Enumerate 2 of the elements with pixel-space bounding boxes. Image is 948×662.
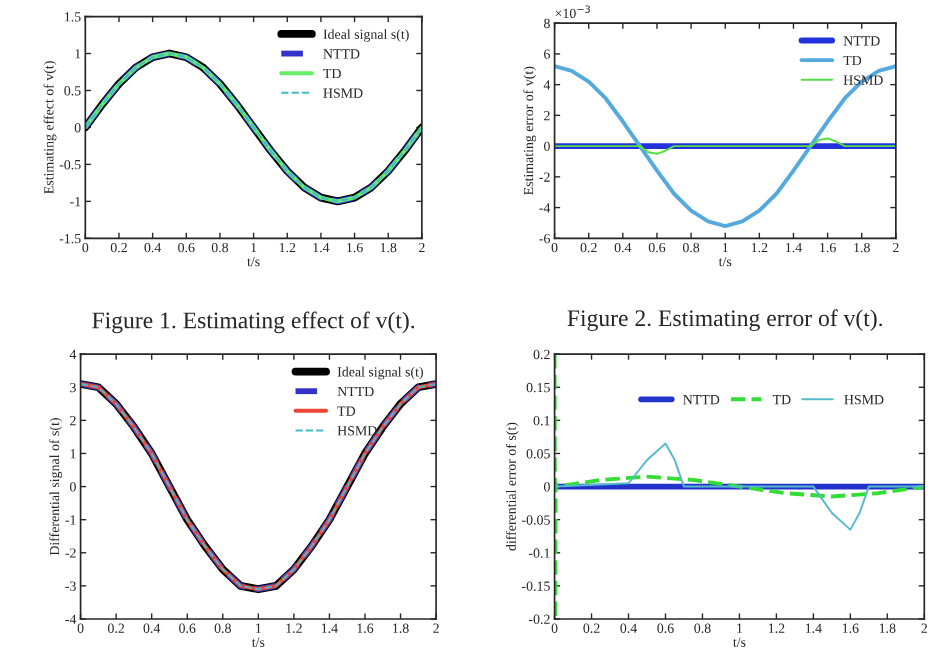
caption: Figure 2. Estimating error of v(t). — [567, 309, 883, 332]
caption: Figure 1. Estimating effect of v(t). — [92, 311, 415, 334]
